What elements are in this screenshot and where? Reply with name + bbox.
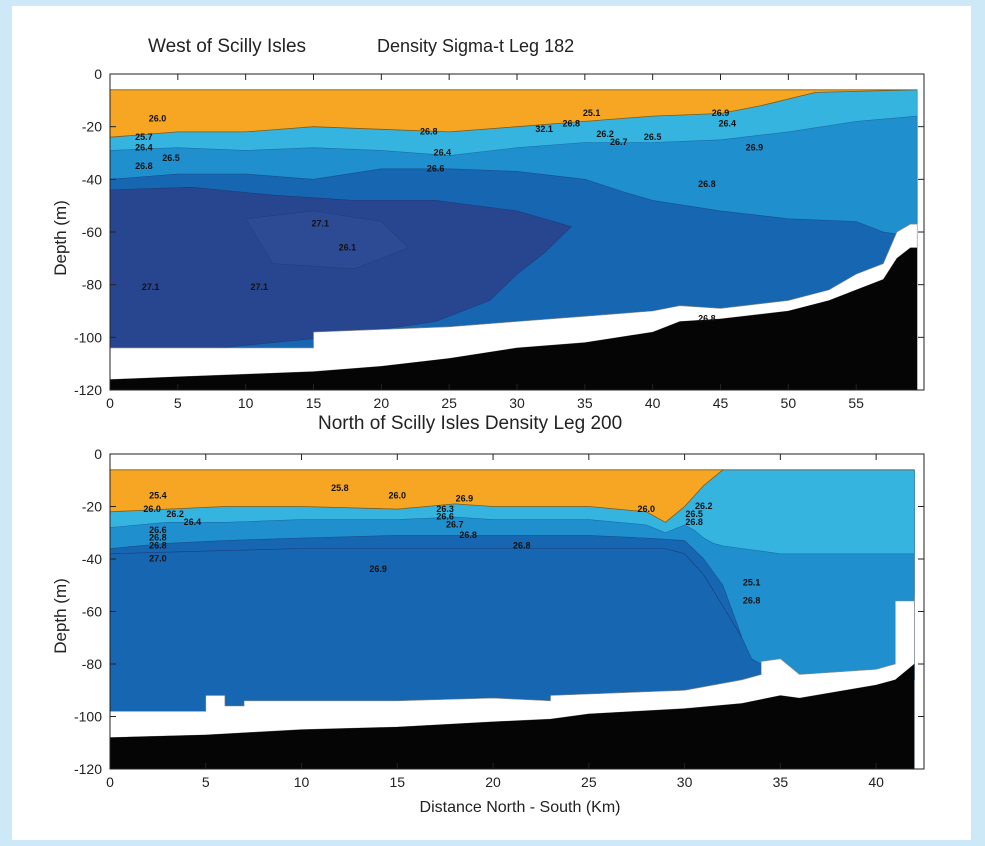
- contour-label: 25.1: [583, 108, 601, 118]
- contour-label: 27.1: [312, 219, 330, 229]
- x-tick-label: 25: [581, 774, 597, 790]
- x-tick-label: 30: [677, 774, 693, 790]
- y-tick-label: -40: [82, 171, 102, 187]
- contour-label: 26.4: [184, 517, 202, 527]
- contour-label: 26.0: [149, 113, 167, 123]
- contour-label: 26.0: [638, 504, 656, 514]
- contour-label: 26.3: [436, 504, 454, 514]
- contour-label: 25.1: [743, 577, 761, 587]
- contour-label: 26.8: [698, 314, 716, 324]
- y-tick-label: -80: [82, 277, 102, 293]
- water-layer-surface: [109, 89, 918, 138]
- contour-label: 26.2: [596, 129, 614, 139]
- contour-label: 26.5: [162, 153, 180, 163]
- x-tick-label: 10: [238, 395, 254, 411]
- contour-label: 26.8: [563, 119, 581, 129]
- contour-label: 26.6: [427, 163, 445, 173]
- contour-label: 27.1: [142, 282, 160, 292]
- x-tick-label: 35: [577, 395, 593, 411]
- x-tick-label: 0: [106, 395, 114, 411]
- x-axis-label: Distance North - South (Km): [420, 799, 621, 816]
- contour-label: 26.1: [339, 242, 357, 252]
- contour-label: 26.8: [420, 127, 438, 137]
- contour-label: 26.4: [135, 142, 153, 152]
- y-tick-label: -120: [74, 382, 102, 398]
- x-tick-label: 50: [781, 395, 797, 411]
- x-tick-label: 55: [848, 395, 864, 411]
- y-tick-label: -80: [82, 656, 102, 672]
- x-tick-label: 5: [174, 395, 182, 411]
- contour-label: 26.8: [685, 517, 703, 527]
- contour-label: 26.4: [719, 119, 737, 129]
- contour-label: 27.0: [149, 554, 167, 564]
- y-axis-label: Depth (m): [51, 200, 70, 276]
- dense-region: [109, 548, 762, 712]
- contour-label: 26.9: [369, 564, 387, 574]
- x-tick-label: 25: [441, 395, 457, 411]
- panel-west: West of Scilly Isles Density Sigma-t Leg…: [51, 36, 925, 411]
- chart-title-left: West of Scilly Isles: [148, 36, 306, 57]
- y-tick-label: -100: [74, 709, 102, 725]
- contour-label: 26.7: [446, 520, 464, 530]
- y-tick-label: -20: [82, 119, 102, 135]
- contour-label: 26.8: [149, 533, 167, 543]
- contour-label: 26.9: [712, 108, 730, 118]
- contour-label: 26.0: [143, 504, 161, 514]
- contour-label: 25.7: [135, 132, 153, 142]
- contour-label: 26.2: [695, 501, 713, 511]
- x-tick-label: 15: [390, 774, 406, 790]
- x-tick-label: 20: [374, 395, 390, 411]
- y-tick-label: -60: [82, 224, 102, 240]
- x-tick-label: 5: [202, 774, 210, 790]
- plot-area: 25.426.026.226.426.626.826.827.025.826.0…: [74, 446, 925, 790]
- contour-label: 26.5: [685, 509, 703, 519]
- contour-label: 26.8: [698, 179, 716, 189]
- x-tick-label: 0: [106, 774, 114, 790]
- contour-label: 26.6: [436, 512, 454, 522]
- x-tick-label: 35: [773, 774, 789, 790]
- x-tick-label: 40: [645, 395, 661, 411]
- contour-label: 26.5: [644, 132, 662, 142]
- contour-label: 27.1: [250, 282, 268, 292]
- y-tick-label: -60: [82, 604, 102, 620]
- y-axis-label: Depth (m): [51, 578, 70, 654]
- panel-north: North of Scilly Isles Density Leg 200 25…: [51, 413, 925, 816]
- contour-label: 26.8: [135, 161, 153, 171]
- plot-area: 26.025.726.426.526.826.826.426.632.125.1…: [74, 66, 925, 411]
- contour-label: 26.9: [746, 142, 764, 152]
- contour-label: 26.8: [513, 541, 531, 551]
- contour-label: 25.4: [149, 491, 167, 501]
- contour-label: 26.4: [434, 148, 452, 158]
- x-tick-label: 40: [868, 774, 884, 790]
- y-tick-label: -20: [82, 499, 102, 515]
- chart-title-right: Density Sigma-t Leg 182: [377, 36, 574, 56]
- y-tick-label: -100: [74, 329, 102, 345]
- y-tick-label: -40: [82, 551, 102, 567]
- contour-label: 26.8: [743, 596, 761, 606]
- seabed: [110, 247, 918, 390]
- x-tick-label: 45: [713, 395, 729, 411]
- contour-label: 32.1: [535, 124, 553, 134]
- x-tick-label: 10: [294, 774, 310, 790]
- dense-inner-region: [245, 210, 410, 270]
- chart-title: North of Scilly Isles Density Leg 200: [318, 413, 622, 434]
- contour-label: 26.0: [389, 491, 407, 501]
- seabed: [110, 648, 915, 769]
- y-tick-label: -120: [74, 761, 102, 777]
- x-tick-label: 20: [485, 774, 501, 790]
- contour-label: 26.8: [459, 530, 477, 540]
- water-layer-surface: [109, 469, 915, 523]
- y-tick-label: 0: [94, 446, 102, 462]
- x-tick-label: 30: [509, 395, 525, 411]
- contour-label: 26.8: [149, 541, 167, 551]
- figure-canvas: West of Scilly Isles Density Sigma-t Leg…: [51, 36, 925, 816]
- contour-label: 26.9: [456, 493, 474, 503]
- contour-label: 26.7: [610, 137, 628, 147]
- figure-frame: West of Scilly Isles Density Sigma-t Leg…: [12, 6, 971, 840]
- contour-label: 26.2: [166, 509, 184, 519]
- contour-label: 25.8: [331, 483, 349, 493]
- x-tick-label: 15: [306, 395, 322, 411]
- contour-label: 26.6: [149, 525, 167, 535]
- y-tick-label: 0: [94, 66, 102, 82]
